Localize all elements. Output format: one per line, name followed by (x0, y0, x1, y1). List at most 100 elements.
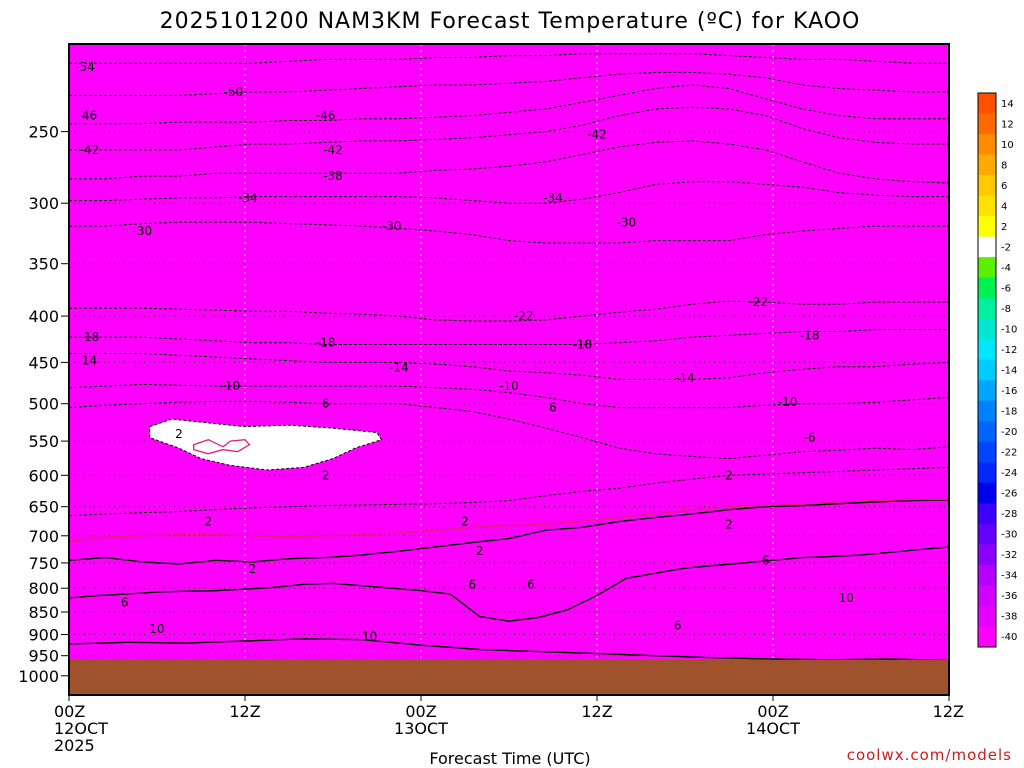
colorbar-label: 12 (1001, 119, 1014, 130)
contour-label: -30 (616, 215, 636, 229)
y-tick-label: 950 (28, 647, 59, 666)
contour-label: 6 (762, 553, 770, 567)
colorbar-label: -32 (1001, 550, 1017, 561)
y-tick-label: 750 (28, 554, 59, 573)
colorbar-swatch (978, 134, 996, 156)
colorbar-label: -10 (1001, 325, 1017, 336)
y-tick-label: 400 (28, 307, 59, 326)
colorbar-label: -26 (1001, 489, 1017, 500)
colorbar-swatch (978, 421, 996, 443)
colorbar-swatch (978, 544, 996, 566)
colorbar-swatch (978, 400, 996, 422)
isotherm--6 (69, 400, 949, 460)
ground-below-surface (69, 659, 949, 695)
isotherm--46 (69, 84, 949, 125)
colorbar-label: 14 (1001, 99, 1014, 110)
colorbar-swatch (978, 339, 996, 361)
contour-label: -50 (223, 85, 243, 99)
contour-label: -22 (514, 309, 534, 323)
colorbar: 14 12 10 8 6 4 2 -2 -4 -6 -8 -10 -12 -14 -16 -18 -20 -22 -… (977, 92, 1017, 648)
contour-label: -10 (778, 395, 798, 409)
contour-label: -42 (323, 143, 343, 157)
contour-label: -14 (389, 361, 409, 375)
colorbar-swatch (978, 175, 996, 197)
colorbar-swatch (978, 216, 996, 238)
colorbar-swatch (978, 564, 996, 586)
contour-label: 10 (839, 591, 854, 605)
colorbar-swatch (978, 626, 996, 648)
contour-label: 2 (204, 515, 212, 529)
chart-title: 2025101200 NAM3KM Forecast Temperature (… (160, 9, 861, 34)
colorbar-swatch (978, 380, 996, 402)
contour-label: -10 (499, 379, 519, 393)
y-tick-label: 800 (28, 579, 59, 598)
contour-label: -18 (316, 336, 336, 350)
colorbar-label: -8 (1001, 304, 1011, 315)
y-tick-label: 550 (28, 432, 59, 451)
isotherm--10 (69, 383, 949, 409)
colorbar-swatch (978, 236, 996, 258)
contour-label: 6 (121, 596, 129, 610)
y-tick-label: 350 (28, 255, 59, 274)
contour-label: 6 (549, 401, 557, 415)
isotherm--42 (69, 106, 949, 151)
y-tick-label: 500 (28, 395, 59, 414)
x-tick-label: 14OCT (746, 719, 800, 738)
contour-label: 2 (322, 468, 330, 482)
contour-label: -42 (80, 143, 100, 157)
x-tick-label: 00Z (757, 702, 788, 721)
contour-label: -18 (80, 330, 100, 344)
colorbar-swatch (978, 298, 996, 320)
contour-label: -30 (132, 224, 152, 238)
colorbar-swatch (978, 359, 996, 381)
colorbar-label: -4 (1001, 263, 1011, 274)
x-tick-label: 12Z (933, 702, 964, 721)
colorbar-label: -34 (1001, 571, 1017, 582)
credit-text: coolwx.com/models (847, 746, 1012, 764)
colorbar-swatch (978, 113, 996, 135)
colorbar-label: -16 (1001, 386, 1017, 397)
contour-label: 2 (461, 515, 469, 529)
contour-label: 6 (527, 577, 535, 591)
colorbar-swatch (978, 93, 996, 115)
contour-label: -38 (323, 169, 343, 183)
colorbar-label: -22 (1001, 448, 1017, 459)
x-tick-label: 12Z (581, 702, 612, 721)
contour-label: -46 (316, 109, 336, 123)
contour-label: -14 (675, 371, 695, 385)
contour-label: -10 (220, 379, 240, 393)
colorbar-label: -20 (1001, 427, 1017, 438)
y-tick-label: 600 (28, 466, 59, 485)
colorbar-swatch (978, 482, 996, 504)
plot-frame (68, 43, 950, 696)
isotherm-6 (69, 546, 949, 622)
colorbar-label: 10 (1001, 140, 1014, 151)
isotherm--50 (69, 71, 949, 96)
y-tick-label: 300 (28, 194, 59, 213)
contour-label: -34 (543, 191, 563, 205)
colorbar-swatch (978, 195, 996, 217)
y-tick-label: 850 (28, 603, 59, 622)
x-axis-label: Forecast Time (UTC) (429, 749, 590, 768)
contour-label: 46 (82, 109, 97, 123)
colorbar-swatch (978, 318, 996, 340)
y-tick-label: 900 (28, 626, 59, 645)
colorbar-label: -24 (1001, 468, 1017, 479)
colorbar-label: -6 (1001, 283, 1011, 294)
colorbar-label: 6 (1001, 181, 1007, 192)
isotherm--38 (69, 140, 949, 184)
x-tick-label: 13OCT (394, 719, 448, 738)
contour-label: 10 (149, 622, 164, 636)
contour-label: -54 (75, 60, 95, 74)
colorbar-swatch (978, 605, 996, 627)
isotherm-2 (69, 499, 949, 565)
x-tick-label: 12Z (229, 702, 260, 721)
contour-label: 6 (468, 577, 476, 591)
colorbar-swatch (978, 154, 996, 176)
cold-pocket-region (149, 418, 383, 471)
y-tick-label: 1000 (18, 667, 59, 686)
x-tick-label: 00Z (405, 702, 436, 721)
x-tick-label: 12OCT (54, 719, 108, 738)
colorbar-label: -12 (1001, 345, 1017, 356)
contour-label: 2 (175, 427, 183, 441)
